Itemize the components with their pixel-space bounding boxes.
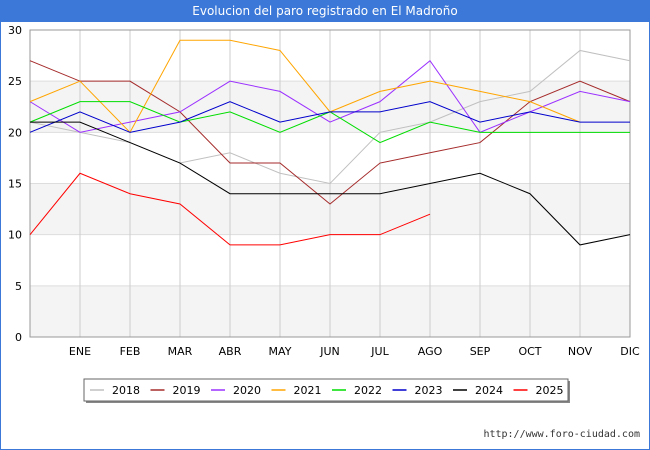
x-tick-label: DIC [620, 345, 640, 358]
x-tick-label: AGO [418, 345, 443, 358]
y-tick-label: 20 [8, 126, 22, 139]
legend-label-2023: 2023 [415, 384, 443, 397]
legend-box [83, 378, 569, 402]
legend-label-2025: 2025 [536, 384, 564, 397]
x-tick-label: JUL [370, 345, 389, 358]
plot-border [29, 29, 631, 338]
y-tick-label: 0 [15, 331, 22, 344]
y-tick-label: 30 [8, 24, 22, 37]
series-line-2023 [29, 101, 630, 133]
x-tick-label: SEP [470, 345, 491, 358]
series-line-2024 [30, 121, 631, 246]
x-tick-label: ENE [69, 345, 91, 358]
x-tick-label: ABR [219, 345, 242, 358]
y-tick-label: 5 [15, 280, 22, 293]
legend-label-2020: 2020 [233, 384, 261, 397]
x-tick-label: FEB [120, 345, 141, 358]
legend-label-2018: 2018 [112, 384, 140, 397]
x-tick-label: OCT [518, 345, 541, 358]
x-tick-label: JUN [319, 345, 340, 358]
legend-label-2024: 2024 [475, 384, 503, 397]
series-line-2021 [29, 39, 581, 134]
legend-label-2021: 2021 [294, 384, 322, 397]
x-tick-label: MAR [168, 345, 193, 358]
chart-title: Evolucion del paro registrado en El Madr… [0, 0, 650, 22]
series-line-2025 [29, 172, 431, 246]
x-tick-label: NOV [568, 345, 593, 358]
legend-label-2019: 2019 [173, 384, 201, 397]
y-tick-label: 25 [8, 75, 22, 88]
source-credit: http://www.foro-ciudad.com [483, 429, 640, 440]
y-tick-label: 10 [8, 229, 22, 242]
legend-label-2022: 2022 [354, 384, 382, 397]
x-tick-label: MAY [269, 345, 292, 358]
y-tick-label: 15 [8, 178, 22, 191]
